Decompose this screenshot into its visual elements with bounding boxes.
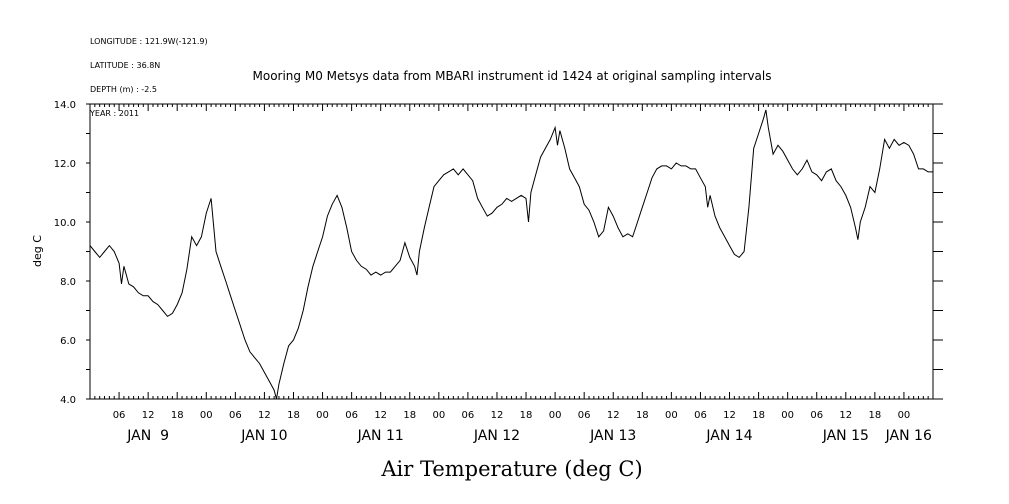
y-axis-label: deg C (31, 235, 44, 267)
x-tick-label: 06 (694, 410, 707, 421)
year-text: YEAR : 2011 (90, 109, 140, 118)
x-tick-label: 06 (229, 410, 242, 421)
x-tick-label: 00 (432, 410, 445, 421)
x-tick-label: 00 (665, 410, 678, 421)
x-tick-label: 18 (868, 410, 881, 421)
x-tick-label: 06 (810, 410, 823, 421)
x-tick-label: 18 (636, 410, 649, 421)
x-day-labels: JAN 9 JAN 10 JAN 11 JAN 12 JAN 13 JAN 14 JAN 1… (126, 428, 932, 444)
depth-text: DEPTH (m) : -2.5 (90, 85, 157, 94)
x-tick-label: 00 (898, 410, 911, 421)
x-day-label: JAN 9 (126, 428, 169, 444)
y-tick-label: 12.0 (54, 159, 76, 170)
x-tick-label: 00 (200, 410, 213, 421)
x-tick-label: 12 (723, 410, 736, 421)
x-tick-label: 12 (258, 410, 271, 421)
y-tick-label: 14.0 (54, 100, 76, 111)
y-tick-label: 10.0 (54, 218, 76, 229)
x-tick-label: 06 (345, 410, 358, 421)
y-tick-label: 4.0 (60, 395, 76, 406)
series-line (89, 109, 933, 400)
x-tick-label: 18 (287, 410, 300, 421)
y-tick-label: 8.0 (60, 277, 76, 288)
x-day-label: JAN 12 (473, 428, 520, 444)
x-day-label: JAN 13 (589, 428, 636, 444)
x-tick-label: 12 (142, 410, 155, 421)
latitude-text: LATITUDE : 36.8N (90, 61, 161, 70)
x-day-label: JAN 10 (240, 428, 287, 444)
x-axis-label: Air Temperature (deg C) (380, 457, 642, 481)
chart-title: Mooring M0 Metsys data from MBARI instru… (253, 69, 772, 83)
y-tick-labels: 4.0 6.0 8.0 10.0 12.0 14.0 (54, 100, 76, 406)
x-tick-label: 06 (578, 410, 591, 421)
x-day-label: JAN 15 (822, 428, 869, 444)
x-tick-label: 18 (171, 410, 184, 421)
axis-ticks (86, 103, 943, 400)
x-tick-label: 12 (374, 410, 387, 421)
x-tick-label: 06 (113, 410, 126, 421)
x-day-label: JAN 16 (885, 428, 932, 444)
x-tick-labels: 06 12 18 00 06 12 18 00 06 12 18 00 06 12 18 00 06 12 18 00… (113, 410, 911, 421)
metadata-block: LONGITUDE : 121.9W(-121.9) LATITUDE : 36… (90, 22, 208, 126)
x-tick-label: 18 (403, 410, 416, 421)
x-tick-label: 00 (781, 410, 794, 421)
x-tick-label: 18 (520, 410, 533, 421)
x-tick-label: 00 (316, 410, 329, 421)
x-day-label: JAN 14 (705, 428, 752, 444)
x-tick-label: 00 (549, 410, 562, 421)
x-tick-label: 12 (607, 410, 620, 421)
y-tick-label: 6.0 (60, 336, 76, 347)
x-tick-label: 12 (839, 410, 852, 421)
x-tick-label: 12 (491, 410, 504, 421)
x-tick-label: 06 (462, 410, 475, 421)
x-tick-label: 18 (752, 410, 765, 421)
longitude-text: LONGITUDE : 121.9W(-121.9) (90, 37, 208, 46)
x-day-label: JAN 11 (357, 428, 404, 444)
